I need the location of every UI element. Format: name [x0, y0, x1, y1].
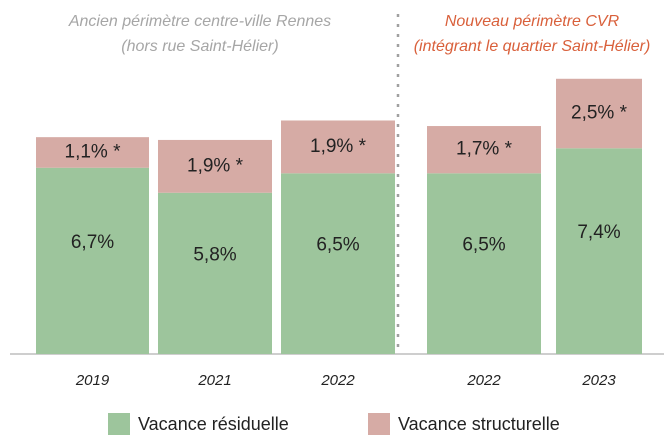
x-tick-label: 2022	[320, 372, 355, 389]
group-title: Nouveau périmètre CVR	[445, 13, 620, 30]
value-label: 7,4%	[577, 222, 620, 243]
x-tick-label: 2023	[581, 372, 616, 389]
value-label: 6,5%	[462, 235, 505, 256]
bar-segment	[427, 173, 541, 354]
value-label: 2,5% *	[571, 103, 628, 124]
bar-segment	[281, 173, 395, 354]
value-label: 6,5%	[316, 235, 359, 256]
legend-label: Vacance résiduelle	[138, 414, 289, 434]
group-title: (hors rue Saint-Hélier)	[121, 38, 278, 55]
bar-segment	[36, 167, 149, 354]
legend-swatch	[108, 413, 130, 435]
value-label: 1,1% *	[65, 141, 122, 162]
bar-segment	[158, 192, 272, 354]
bar-segment	[427, 126, 541, 174]
legend-label: Vacance structurelle	[398, 414, 560, 434]
value-label: 1,7% *	[456, 139, 513, 160]
group-title: Ancien périmètre centre-ville Rennes	[68, 13, 331, 30]
x-tick-label: 2019	[75, 372, 110, 389]
x-tick-label: 2021	[197, 372, 231, 389]
bar-segment	[556, 78, 642, 149]
value-label: 6,7%	[71, 232, 114, 253]
value-label: 1,9% *	[187, 155, 244, 176]
bar-segment	[556, 148, 642, 354]
value-label: 5,8%	[193, 244, 236, 265]
group-title: (intégrant le quartier Saint-Hélier)	[414, 38, 651, 55]
value-label: 1,9% *	[310, 136, 367, 157]
x-tick-label: 2022	[466, 372, 501, 389]
bar-segment	[36, 137, 149, 168]
bar-segment	[158, 139, 272, 193]
bar-segment	[281, 120, 395, 174]
legend-swatch	[368, 413, 390, 435]
